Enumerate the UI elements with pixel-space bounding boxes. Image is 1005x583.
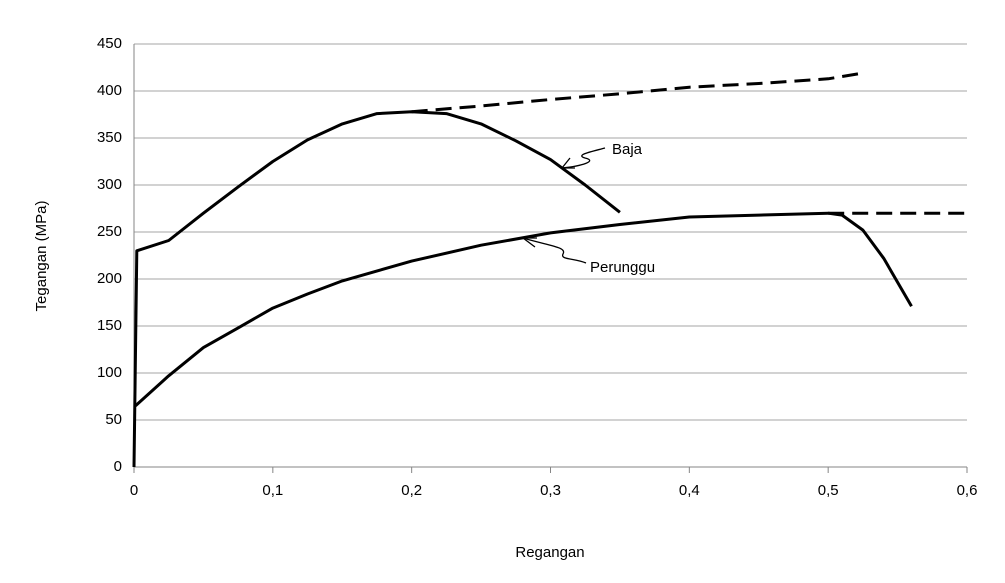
y-tick-label: 350 (97, 129, 122, 146)
y-tick-label: 50 (105, 411, 122, 428)
y-tick-label: 100 (97, 364, 122, 381)
annotation-arrow (561, 147, 606, 169)
y-tick-label: 150 (97, 317, 122, 334)
x-tick-label: 0 (130, 482, 138, 499)
x-tick-label: 0,5 (818, 482, 839, 499)
x-tick-label: 0,2 (401, 482, 422, 499)
y-tick-label: 400 (97, 82, 122, 99)
y-tick-label: 300 (97, 176, 122, 193)
y-tick-label: 0 (114, 458, 122, 475)
line (132, 110, 621, 468)
annotation-arrow (522, 237, 587, 264)
series-annotation: Perunggu (590, 259, 655, 276)
line (134, 211, 913, 408)
x-tick-label: 0,4 (679, 482, 700, 499)
x-tick-label: 0,1 (262, 482, 283, 499)
series-annotation: Baja (612, 141, 643, 158)
dashed-line (411, 71, 864, 114)
y-axis-title: Tegangan (MPa) (33, 201, 50, 312)
x-tick-label: 0,6 (957, 482, 978, 499)
annotations (522, 147, 606, 264)
y-tick-label: 450 (97, 35, 122, 52)
x-tick-label: 0,3 (540, 482, 561, 499)
y-tick-label: 200 (97, 270, 122, 287)
y-tick-label: 250 (97, 223, 122, 240)
x-axis-title: Regangan (515, 544, 584, 561)
